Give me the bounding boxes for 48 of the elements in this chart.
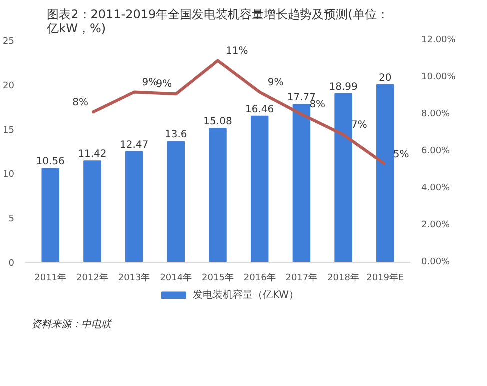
data-label: 13.6 xyxy=(165,130,188,141)
bar xyxy=(42,168,60,262)
y2-tick-label: 2.00% xyxy=(422,220,451,230)
y2-tick-label: 8.00% xyxy=(422,110,451,120)
data-label: 16.46 xyxy=(246,104,274,116)
data-label: 18.99 xyxy=(329,82,358,93)
y-tick-label: 25 xyxy=(3,37,14,47)
bar xyxy=(250,116,269,262)
data-label: 11% xyxy=(226,46,248,57)
data-label: 9% xyxy=(268,77,284,88)
x-tick-label: 2014年 xyxy=(160,272,192,284)
bar xyxy=(376,84,394,262)
bar xyxy=(125,151,144,262)
data-label: 9% xyxy=(142,77,158,88)
y2-tick-label: 6.00% xyxy=(422,146,451,156)
data-label: 10.56 xyxy=(36,156,65,168)
x-tick-label: 2013年 xyxy=(118,272,150,284)
y-tick-label: 15 xyxy=(3,126,14,136)
y2-tick-label: 10.00% xyxy=(422,72,456,82)
y2-tick-label: 4.00% xyxy=(422,184,451,194)
x-tick-label: 2011年 xyxy=(34,272,67,284)
y-tick-label: 20 xyxy=(3,81,15,92)
y-tick-label: 10 xyxy=(3,170,15,180)
data-label: 9% xyxy=(156,79,172,90)
text: 资料来源：中电联 xyxy=(32,318,112,330)
data-label: 11.42 xyxy=(78,149,107,160)
y-tick-label: 0 xyxy=(8,259,15,269)
legend-label: 发电装机容量（亿KW） xyxy=(192,288,300,302)
data-label: 20 xyxy=(379,72,392,84)
x-tick-label: 2018年 xyxy=(328,272,360,284)
x-tick-label: 2015年 xyxy=(202,272,234,284)
data-label: 8% xyxy=(72,98,88,109)
y2-tick-label: 0.00% xyxy=(422,258,451,268)
data-label: 12.47 xyxy=(120,140,149,151)
bar xyxy=(209,128,227,262)
y2-tick-label: 12.00% xyxy=(422,36,456,46)
data-label: 15.08 xyxy=(204,116,232,128)
x-tick-label: 2017年 xyxy=(286,272,318,284)
x-tick-label: 2012年 xyxy=(76,272,108,284)
x-tick-label: 2019年E xyxy=(366,272,404,284)
x-tick-label: 2016年 xyxy=(244,272,276,284)
data-label: 5% xyxy=(393,149,410,160)
y-tick-label: 5 xyxy=(8,214,15,225)
bar xyxy=(334,93,352,262)
bar xyxy=(167,141,186,262)
bar xyxy=(292,104,311,262)
bar xyxy=(84,160,102,262)
chart-title: 图表2：2011-2019年全国发电装机容量增长趋势及预测(单位：亿kW，%) xyxy=(46,8,389,36)
